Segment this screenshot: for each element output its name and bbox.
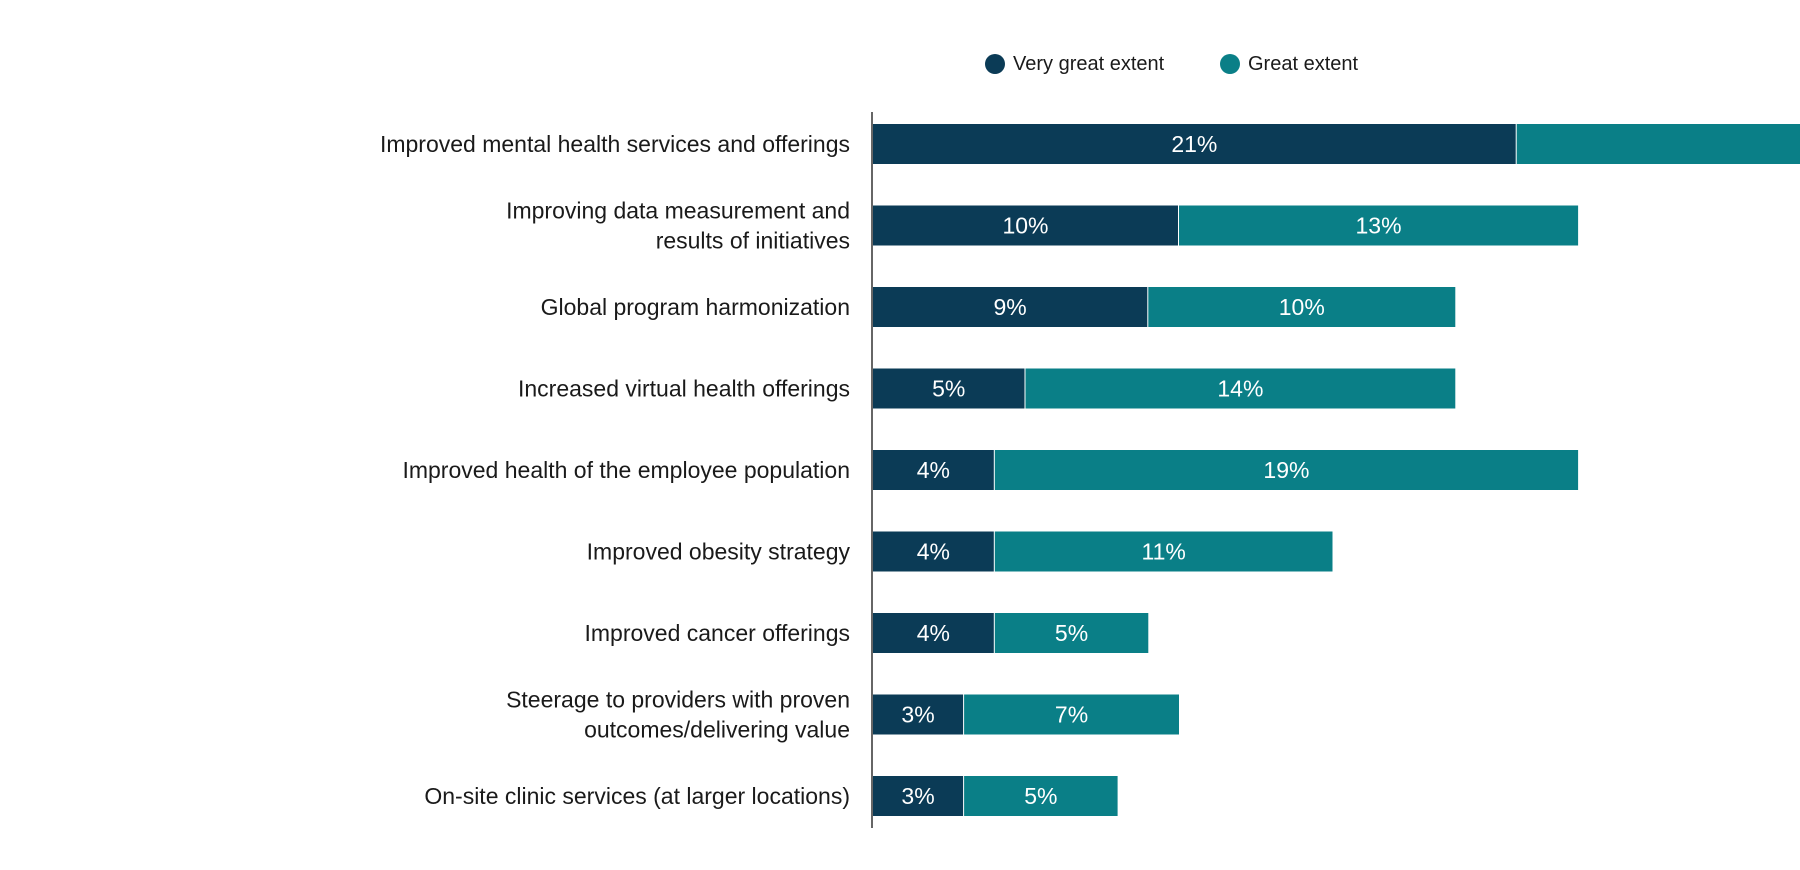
bar-great-extent — [964, 694, 1179, 735]
bar-value-label: 4% — [917, 539, 950, 565]
bar-value-label: 13% — [1356, 213, 1402, 239]
bar-value-label: 14% — [1217, 376, 1263, 402]
bar-value-label: 11% — [1141, 539, 1185, 565]
category-label: Improved mental health services and offe… — [380, 131, 850, 157]
category-label: Increased virtual health offerings — [518, 376, 850, 402]
bar-great-extent — [994, 531, 1333, 572]
bar-great-extent — [964, 776, 1118, 816]
bar-great-extent — [1516, 124, 1800, 164]
category-label: On-site clinic services (at larger locat… — [424, 783, 850, 809]
plot-area: 21%27%10%13%9%10%5%14%4%19%4%11%4%5%3%7%… — [872, 124, 1800, 816]
bar-very-great-extent — [872, 368, 1026, 409]
category-label: Improving data measurement and — [506, 198, 850, 224]
bar-value-label: 5% — [932, 376, 965, 402]
bar-great-extent — [1179, 205, 1579, 246]
bar-value-label: 10% — [1002, 213, 1048, 239]
bar-great-extent — [994, 613, 1149, 653]
category-label: Improved obesity strategy — [587, 539, 851, 565]
bar-value-label: 3% — [901, 702, 934, 728]
bar-value-label: 5% — [1055, 620, 1088, 646]
category-labels: Improved mental health services and offe… — [380, 131, 851, 809]
legend-marker-very-great-extent — [985, 54, 1005, 74]
bar-very-great-extent — [872, 450, 995, 490]
category-label: outcomes/delivering value — [584, 717, 850, 743]
bar-great-extent — [994, 450, 1579, 490]
bar-great-extent — [1025, 368, 1456, 409]
bar-very-great-extent — [872, 531, 995, 572]
bar-very-great-extent — [872, 287, 1149, 327]
bar-value-label: 7% — [1055, 702, 1088, 728]
bar-value-label: 19% — [1263, 457, 1309, 483]
bar-value-label: 3% — [901, 783, 934, 809]
category-label: Steerage to providers with proven — [506, 687, 850, 713]
category-label: results of initiatives — [656, 228, 850, 254]
bar-value-label: 21% — [1171, 131, 1217, 157]
bar-value-label: 9% — [994, 294, 1027, 320]
category-label: Improved cancer offerings — [585, 620, 851, 646]
bar-great-extent — [1148, 287, 1456, 327]
bar-value-label: 10% — [1279, 294, 1325, 320]
legend-label: Great extent — [1248, 53, 1359, 75]
bar-very-great-extent — [872, 205, 1179, 246]
legend-marker-great-extent — [1220, 54, 1240, 74]
bar-value-label: 5% — [1024, 783, 1057, 809]
category-label: Global program harmonization — [541, 294, 850, 320]
bar-very-great-extent — [872, 613, 995, 653]
category-label: Improved health of the employee populati… — [402, 457, 850, 483]
bar-very-great-extent — [872, 694, 965, 735]
legend: Very great extent Great extent — [985, 53, 1359, 75]
bar-very-great-extent — [872, 124, 1517, 164]
bar-value-label: 4% — [917, 620, 950, 646]
bar-very-great-extent — [872, 776, 965, 816]
bar-value-label: 4% — [917, 457, 950, 483]
legend-label: Very great extent — [1013, 53, 1165, 75]
